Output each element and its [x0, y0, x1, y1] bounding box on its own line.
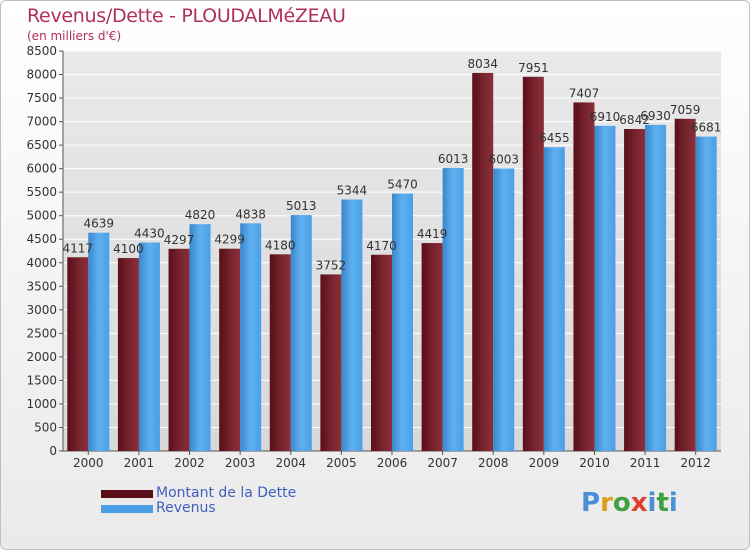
data-label-dette: 4117: [63, 241, 94, 255]
y-tick-label: 4000: [26, 256, 57, 270]
bar-dette: [67, 257, 89, 451]
bar-revenus: [594, 125, 616, 451]
x-tick-label: 2000: [73, 456, 104, 470]
x-tick-label: 2007: [427, 456, 458, 470]
y-tick-label: 2500: [26, 326, 57, 340]
data-label-revenus: 6681: [691, 121, 722, 135]
data-label-revenus: 6013: [438, 152, 469, 166]
y-tick-label: 7500: [26, 91, 57, 105]
data-label-dette: 6842: [619, 113, 650, 127]
bar-dette: [117, 258, 139, 451]
bar-dette: [219, 248, 241, 451]
y-tick-label: 3500: [26, 279, 57, 293]
data-label-dette: 4419: [417, 227, 448, 241]
data-label-dette: 7951: [518, 61, 549, 75]
y-tick-label: 2000: [26, 350, 57, 364]
data-label-revenus: 5344: [337, 184, 368, 198]
data-label-revenus: 6455: [539, 131, 570, 145]
data-label-dette: 7059: [670, 103, 701, 117]
data-label-dette: 7407: [569, 86, 600, 100]
bar-revenus: [695, 136, 717, 451]
y-tick-label: 0: [49, 444, 57, 458]
data-label-revenus: 4838: [235, 207, 266, 221]
bar-revenus: [290, 215, 312, 451]
bar-dette: [320, 274, 342, 451]
bar-revenus: [240, 223, 262, 451]
data-label-dette: 8034: [467, 57, 498, 71]
y-tick-label: 1000: [26, 397, 57, 411]
y-tick-label: 6000: [26, 162, 57, 176]
bar-revenus: [442, 168, 464, 452]
y-tick-label: 5000: [26, 209, 57, 223]
bar-dette: [522, 76, 544, 451]
x-tick-label: 2011: [630, 456, 661, 470]
data-label-revenus: 5470: [387, 178, 418, 192]
chart-title: Revenus/Dette - PLOUDALMéZEAU: [27, 5, 346, 27]
bar-revenus: [138, 242, 160, 451]
data-label-dette: 4180: [265, 238, 296, 252]
data-label-revenus: 4430: [134, 227, 165, 241]
legend-label-dette: Montant de la Dette: [156, 485, 297, 501]
bar-dette: [269, 254, 291, 451]
x-tick-label: 2012: [680, 456, 711, 470]
bar-revenus: [341, 199, 363, 451]
y-tick-label: 8500: [26, 44, 57, 58]
logo-letter: r: [600, 488, 613, 518]
bar-dette: [674, 118, 696, 451]
y-tick-label: 5500: [26, 185, 57, 199]
legend-swatch-dette: [101, 490, 153, 498]
legend-label-revenus: Revenus: [156, 500, 216, 516]
x-tick-label: 2002: [174, 456, 205, 470]
x-tick-label: 2001: [124, 456, 155, 470]
x-tick-label: 2006: [377, 456, 408, 470]
data-label-revenus: 5013: [286, 199, 317, 213]
bar-dette: [624, 129, 646, 451]
data-label-revenus: 4820: [185, 208, 216, 222]
x-tick-label: 2005: [326, 456, 357, 470]
logo-letter: x: [630, 488, 648, 518]
data-label-revenus: 4639: [84, 217, 115, 231]
x-tick-label: 2008: [478, 456, 509, 470]
proxiti-logo: Proxiti: [581, 488, 678, 518]
bar-dette: [573, 102, 595, 451]
chart-subtitle: (en milliers d'€): [27, 29, 122, 43]
x-tick-label: 2009: [529, 456, 560, 470]
y-tick-label: 1500: [26, 373, 57, 387]
bar-dette: [371, 254, 392, 451]
bar-dette: [472, 72, 494, 451]
y-tick-label: 3000: [26, 303, 57, 317]
x-tick-label: 2004: [275, 456, 306, 470]
bar-revenus: [189, 224, 211, 451]
logo-letter: o: [612, 488, 631, 518]
bar-revenus: [88, 232, 110, 451]
logo-letter: i: [668, 488, 678, 518]
data-label-dette: 4299: [214, 233, 245, 247]
y-tick-label: 7000: [26, 115, 57, 129]
bar-revenus: [392, 193, 413, 451]
logo-letter: t: [656, 488, 669, 518]
data-label-dette: 4170: [366, 239, 397, 253]
data-label-dette: 4297: [164, 233, 195, 247]
bar-dette: [168, 248, 190, 451]
y-tick-label: 6500: [26, 138, 57, 152]
bar-revenus: [645, 124, 667, 451]
x-tick-label: 2003: [225, 456, 256, 470]
y-tick-label: 500: [34, 420, 57, 434]
y-tick-label: 4500: [26, 232, 57, 246]
bar-dette: [421, 243, 443, 451]
logo-letter: P: [581, 488, 601, 518]
data-label-dette: 3752: [316, 258, 347, 272]
legend-swatch-revenus: [101, 505, 153, 513]
data-label-dette: 4100: [113, 242, 144, 256]
data-label-revenus: 6003: [488, 153, 519, 167]
bar-revenus: [543, 147, 565, 451]
bar-revenus: [493, 168, 515, 451]
data-label-revenus: 6910: [590, 110, 621, 124]
x-tick-label: 2010: [579, 456, 610, 470]
data-label-revenus: 6930: [640, 109, 671, 123]
logo-letter: i: [647, 488, 657, 518]
y-tick-label: 8000: [26, 68, 57, 82]
